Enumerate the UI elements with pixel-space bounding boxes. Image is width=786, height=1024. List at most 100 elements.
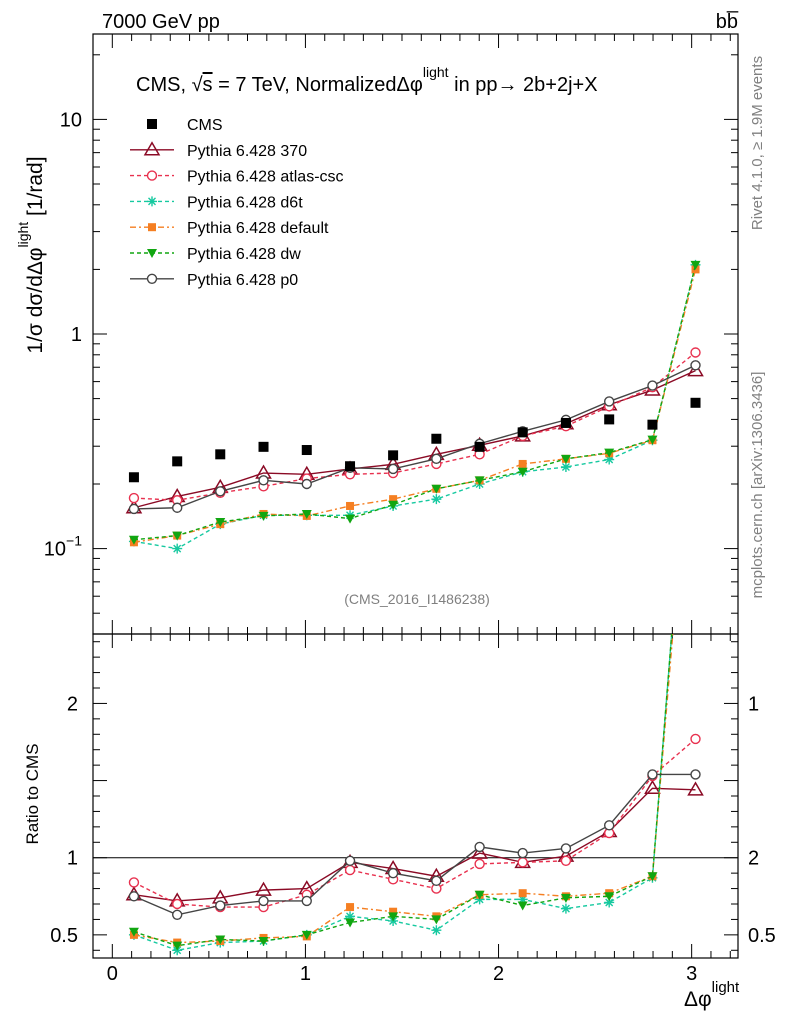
ratio-point (647, 872, 658, 882)
data-point (258, 475, 269, 486)
legend-marker-pythia-6-428-d6t (147, 196, 157, 207)
main-panel (92, 33, 739, 635)
analysis-watermark: (CMS_2016_I1486238) (344, 591, 490, 607)
x-label-main: Δφ (684, 988, 712, 1011)
data-point (128, 535, 139, 545)
ratio-series-pythia-6-428-atlas-csc (128, 733, 701, 913)
ratio-point (128, 927, 139, 937)
title-prefix: CMS, (136, 74, 192, 96)
data-point (388, 500, 399, 510)
header-energy-label: 7000 GeV pp (102, 11, 220, 33)
data-point (215, 449, 226, 460)
ratio-frame (92, 633, 739, 959)
ratio-point (431, 915, 442, 925)
data-point (301, 478, 312, 490)
ratio-point (344, 855, 356, 866)
legend-marker-pythia-6-428-dw (147, 249, 157, 258)
data-point (517, 427, 528, 438)
data-point (518, 459, 527, 468)
ratio-point (171, 898, 183, 910)
ratio-line-pythia-6-428-dw (133, 634, 673, 947)
rivet-version-label: Rivet 4.1.0, ≥ 1.9M events (749, 56, 766, 230)
y-tick-exp: −1 (66, 533, 82, 549)
ratio-point (255, 881, 272, 896)
ratio-point (560, 893, 571, 903)
data-point (388, 450, 399, 461)
y-tick-label: 10 (60, 109, 82, 131)
ratio-point (128, 877, 140, 888)
ratio-tick-label-right: 1 (748, 693, 759, 715)
ratio-point (644, 779, 661, 795)
legend-marker-cms (147, 119, 157, 129)
data-point (474, 476, 485, 486)
ratio-point (560, 843, 572, 854)
ratio-point (691, 328, 701, 338)
ratio-point (172, 941, 183, 951)
y-label-sup: light (15, 222, 31, 248)
ratio-point (690, 733, 701, 745)
title-sqrt: √ (192, 74, 203, 96)
ratio-point (215, 935, 226, 945)
title-suffix: in pp→ 2b+2j+X (449, 74, 598, 96)
ratio-series-pythia-6-428-dw (128, 634, 673, 951)
ratio-point (517, 894, 528, 905)
x-tick-label: 3 (686, 963, 697, 985)
ratio-point (431, 875, 442, 887)
ratio-panel (92, 328, 739, 959)
ratio-point (301, 930, 312, 940)
series-line-pythia-6-428-p0 (133, 364, 696, 510)
ratio-series-pythia-6-428-p0 (128, 769, 701, 920)
ratio-point (301, 895, 312, 907)
legend-label-pythia-6-428-370: Pythia 6.428 370 (187, 143, 307, 160)
ratio-point (560, 855, 572, 866)
ratio-point (474, 841, 485, 853)
data-point (604, 454, 615, 465)
ratio-series-pythia-6-428-370 (125, 779, 704, 907)
x-tick-label: 0 (107, 963, 118, 985)
data-point (128, 503, 140, 515)
ratio-tick-label-left: 0.5 (50, 925, 78, 947)
data-point (647, 435, 658, 445)
ratio-point (690, 769, 701, 780)
ratio-line-pythia-6-428-atlas-csc (133, 738, 696, 908)
data-point (603, 396, 615, 407)
data-point (647, 380, 658, 391)
x-axis-label: Δφlight (684, 979, 740, 1011)
chart-title: CMS, √s = 7 TeV, NormalizedΔφlight in pp… (136, 64, 598, 96)
ratio-axis-label: Ratio to CMS (23, 743, 42, 844)
data-point (172, 531, 183, 541)
x-tick-label: 2 (493, 963, 504, 985)
ratio-line-pythia-6-428-default (133, 634, 674, 944)
ratio-point (388, 912, 399, 922)
data-point (301, 445, 312, 456)
data-point (560, 462, 571, 473)
legend-label-cms: CMS (187, 117, 223, 134)
x-label-sup: light (712, 979, 740, 996)
series-pythia-6-428-atlas-csc (128, 347, 701, 506)
series-line-pythia-6-428-atlas-csc (133, 351, 696, 501)
legend-marker-pythia-6-428-p0 (146, 273, 158, 284)
ratio-point (346, 903, 355, 912)
data-point (258, 441, 269, 452)
ratio-series-pythia-6-428-d6t (128, 328, 701, 956)
data-point (431, 494, 442, 505)
data-point (215, 518, 226, 528)
ratio-point (474, 858, 485, 870)
ratio-tick-label-right: 0.5 (748, 925, 776, 947)
ratio-point (471, 844, 488, 859)
ratio-point (389, 907, 398, 916)
mcplots-reference-label: mcplots.cern.ch [arXiv:1306.3436] (749, 372, 766, 599)
legend-marker-pythia-6-428-atlas-csc (146, 170, 158, 181)
ratio-point (517, 857, 528, 868)
data-point (389, 495, 398, 504)
data-point (690, 347, 701, 358)
series-line-pythia-6-428-d6t (133, 264, 697, 550)
data-point (517, 467, 528, 477)
series-line-pythia-6-428-370 (133, 369, 696, 509)
title-s: s (203, 74, 213, 96)
data-point (346, 501, 355, 510)
ratio-tick-label-right: 2 (748, 848, 759, 870)
y-tick-base: 10 (44, 539, 66, 561)
ratio-point (431, 925, 442, 936)
